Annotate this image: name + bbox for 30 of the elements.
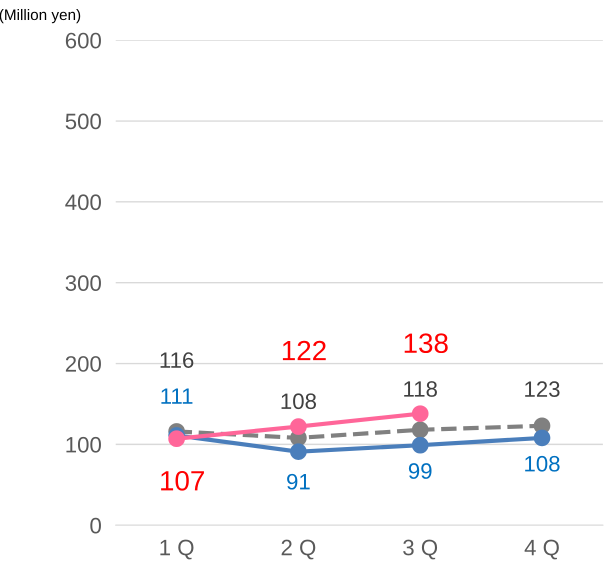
data-label: 116 (160, 352, 194, 368)
y-tick-label: 300 (66, 275, 101, 291)
x-tick-label: 4 Q (524, 540, 559, 560)
x-tick-label: 3 Q (403, 540, 438, 560)
data-label: 138 (404, 333, 448, 354)
data-label: 99 (408, 463, 432, 479)
data-label: 118 (404, 381, 437, 397)
data-label: 108 (282, 393, 316, 410)
point (534, 430, 550, 446)
x-tick-label: 1 Q (160, 540, 194, 560)
data-label: 107 (161, 470, 204, 491)
y-tick-label: 600 (66, 32, 101, 48)
y-tick-label: 100 (66, 436, 101, 453)
data-label: 111 (161, 388, 192, 404)
data-label: 108 (525, 456, 560, 472)
point (290, 418, 307, 435)
point (290, 443, 307, 460)
data-label: 123 (525, 381, 560, 398)
point (412, 436, 429, 454)
point (168, 430, 185, 448)
y-tick-label: 0 (90, 518, 101, 534)
point (412, 421, 429, 438)
y-tick-label: 400 (65, 194, 101, 210)
y-tick-label: 500 (66, 114, 101, 130)
point (412, 405, 429, 422)
y-tick-label: 200 (66, 356, 101, 372)
data-label: 91 (287, 474, 310, 490)
x-tick-label: 2 Q (282, 540, 316, 560)
data-label: 122 (282, 340, 326, 360)
y-axis-title: (Million yen) (0, 8, 80, 24)
